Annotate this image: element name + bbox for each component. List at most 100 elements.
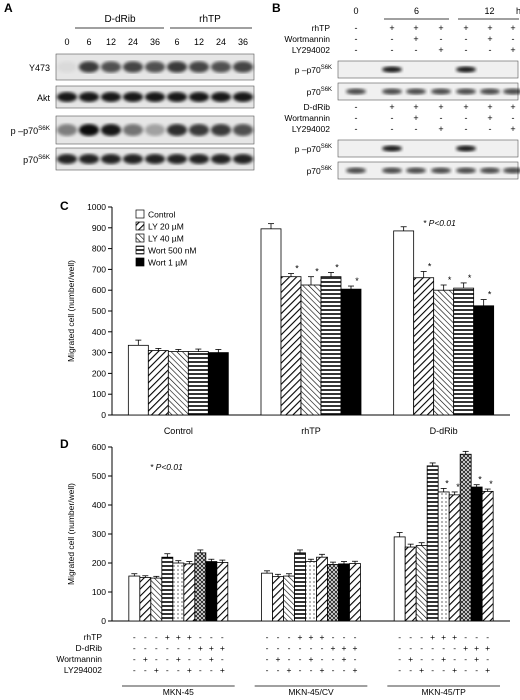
chart-c-significance-star: * (448, 275, 452, 285)
panel-a-band (122, 124, 144, 136)
chart-d-bar (481, 490, 494, 622)
chart-d-condition-sign: - (332, 632, 335, 642)
panel-a-row-label: p70S6K (23, 154, 51, 165)
chart-c-y-tick-label: 800 (92, 244, 106, 254)
chart-d-condition-sign: - (442, 643, 445, 653)
chart-d-significance-star: * (456, 482, 460, 492)
panel-b-row-label: p70S6K (307, 87, 332, 97)
chart-d-bar (349, 563, 361, 622)
chart-d-condition-sign: + (331, 643, 336, 653)
chart-d-condition-sign: - (398, 632, 401, 642)
panel-a-band (188, 153, 210, 165)
panel-b-sign: - (355, 23, 358, 33)
panel-a-row-label-sup: S6K (38, 125, 51, 132)
panel-b-sign: - (415, 45, 418, 55)
chart-d-condition-sign: - (475, 665, 478, 675)
panel-a-band (56, 91, 78, 103)
panel-b-sign: + (510, 124, 515, 134)
panel-a-band (232, 61, 254, 73)
chart-d-condition-sign: - (144, 632, 147, 642)
panel-b-condition-label: Wortmannin (284, 34, 330, 44)
panel-a-band (78, 61, 100, 73)
chart-d-condition-label: D-dRib (76, 643, 103, 653)
chart-d-condition-sign: + (220, 665, 225, 675)
chart-d-condition-sign: - (420, 643, 423, 653)
chart-d-bar (272, 576, 284, 622)
chart-d-condition-sign: + (441, 632, 446, 642)
chart-c-y-tick-label: 0 (101, 410, 106, 420)
chart-c-significance-star: * (335, 263, 339, 273)
panel-b-sign: + (413, 113, 418, 123)
chart-d-condition-label: LY294002 (64, 665, 102, 675)
panel-b-condition-label: Wortmannin (284, 113, 330, 123)
chart-c-y-tick-label: 200 (92, 368, 106, 378)
chart-c-legend-swatch (135, 221, 145, 231)
chart-d-category-label: MKN-45/TP (421, 687, 466, 697)
chart-c-bar (393, 230, 415, 416)
chart-d-bar (261, 572, 273, 622)
panel-b-band (431, 167, 451, 174)
chart-d-condition-sign: + (342, 654, 347, 664)
panel-a-band (166, 124, 188, 136)
panel-a-band (232, 91, 254, 103)
panel-a-band (188, 61, 210, 73)
chart-d-condition-sign: - (288, 643, 291, 653)
chart-d-condition-sign: + (419, 665, 424, 675)
chart-d-condition-sign: + (474, 643, 479, 653)
panel-b-unit-label: h (516, 6, 520, 16)
chart-d-condition-sign: + (309, 654, 314, 664)
panel-a-band (100, 61, 122, 73)
panel-b-sign: + (413, 102, 418, 112)
chart-d-bar (415, 545, 428, 622)
chart-d-condition-sign: - (155, 654, 158, 664)
chart-c-y-tick-label: 600 (92, 285, 106, 295)
chart-d-bar (338, 563, 350, 622)
chart-d-condition-sign: - (288, 632, 291, 642)
chart-c-legend-label: Wort 500 nM (148, 246, 197, 256)
panel-b-sign: - (391, 113, 394, 123)
chart-c-y-tick-label: 1000 (87, 202, 106, 212)
panel-a-band (78, 153, 100, 165)
chart-d-bar (216, 562, 229, 622)
panel-a-band (188, 124, 210, 136)
chart-d-y-tick-label: 400 (92, 500, 106, 510)
chart-d-condition-sign: + (353, 643, 358, 653)
chart-c-legend-label: LY 40 µM (148, 234, 184, 244)
panel-b-sign: + (438, 124, 443, 134)
panel-b-time-label: 6 (414, 6, 419, 16)
panel-b-band (456, 167, 476, 174)
chart-c-bar (127, 344, 149, 416)
chart-d-bar (327, 564, 339, 622)
chart-c-bar (300, 284, 322, 416)
panel-b-time-label: 12 (484, 6, 494, 16)
chart-d-condition-sign: + (463, 643, 468, 653)
chart-d-condition-sign: + (287, 665, 292, 675)
panel-a-group1: D-dRib (104, 14, 136, 25)
chart-c-bar (433, 289, 455, 416)
panel-a-band (166, 61, 188, 73)
panel-b-row-label-main: p70 (307, 87, 321, 97)
chart-d-condition-sign: - (475, 632, 478, 642)
chart-d-condition-sign: - (354, 632, 357, 642)
panel-d-letter: D (60, 437, 69, 451)
chart-c-legend-label: LY 20 µM (148, 222, 184, 232)
chart-d-condition-sign: - (266, 643, 269, 653)
panel-b-letter: B (272, 1, 281, 15)
chart-d-significance-star: * (478, 475, 482, 485)
panel-b-sign: + (438, 23, 443, 33)
panel-a-time-label: 24 (216, 37, 226, 47)
chart-d-bar (139, 577, 152, 622)
panel-b-band (503, 88, 520, 95)
panel-a-band (144, 61, 166, 73)
panel-a-band (56, 124, 78, 136)
chart-d-y-tick-label: 200 (92, 558, 106, 568)
chart-c-significance-star: * (315, 267, 319, 277)
chart-d-category-label: MKN-45/CV (288, 687, 334, 697)
chart-d-condition-sign: - (343, 632, 346, 642)
chart-d-bar (305, 561, 317, 622)
panel-b-band (456, 66, 476, 73)
chart-d-condition-sign: - (409, 643, 412, 653)
panel-b-blot-strip (337, 60, 519, 79)
panel-b-sign: - (512, 113, 515, 123)
